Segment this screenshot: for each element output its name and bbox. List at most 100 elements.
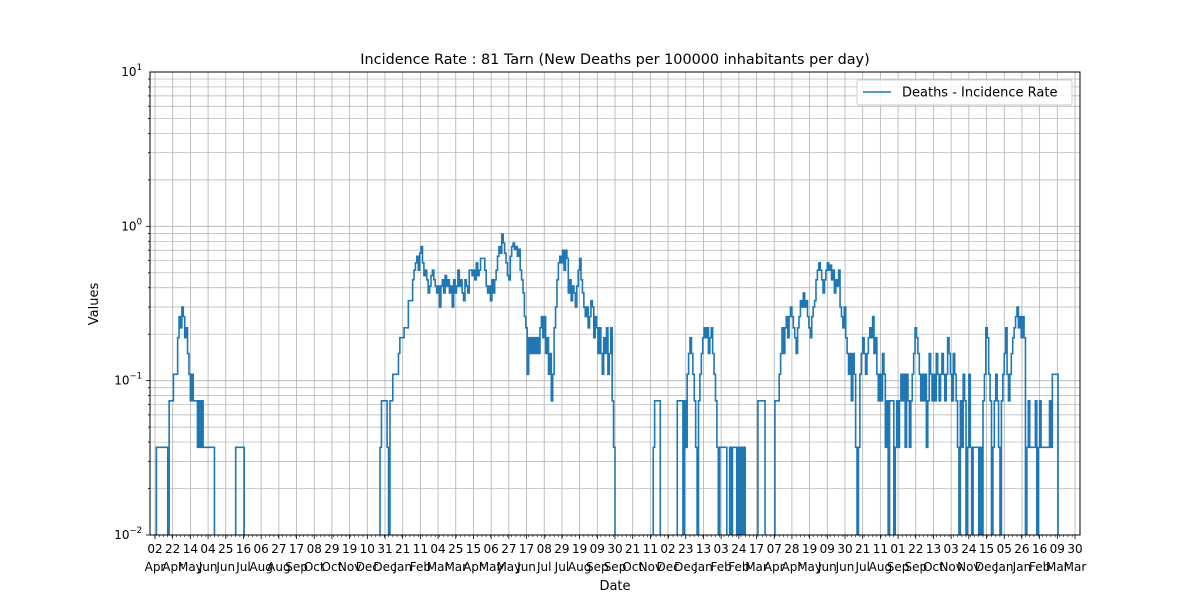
x-tick-month-label: Feb (410, 560, 431, 574)
x-tick-day-label: 11 (873, 542, 888, 556)
x-tick-day-label: 04 (200, 542, 215, 556)
x-tick-month-label: Jun (516, 560, 536, 574)
x-tick-month-label: Jan (1012, 560, 1032, 574)
x-tick-day-label: 16 (236, 542, 251, 556)
x-tick-day-label: 04 (430, 542, 445, 556)
x-tick-day-label: 28 (784, 542, 799, 556)
x-tick-month-label: Jan (392, 560, 412, 574)
x-tick-month-label: Feb (711, 560, 732, 574)
x-tick-day-label: 29 (324, 542, 339, 556)
x-tick-month-label: Jun (817, 560, 837, 574)
x-tick-day-label: 11 (413, 542, 428, 556)
x-tick-month-label: Oct (622, 560, 643, 574)
y-tick-label: 10−2 (114, 526, 142, 542)
x-tick-day-label: 22 (165, 542, 180, 556)
x-axis: 02Apr22Apr14May04Jun25Jun16Jul06Aug27Aug… (145, 535, 1087, 574)
x-tick-month-label: Dec (656, 560, 679, 574)
x-tick-day-label: 06 (484, 542, 499, 556)
x-tick-month-label: May (178, 560, 203, 574)
x-tick-day-label: 30 (837, 542, 852, 556)
x-tick-day-label: 16 (1032, 542, 1047, 556)
x-tick-day-label: 09 (820, 542, 835, 556)
x-tick-day-label: 21 (625, 542, 640, 556)
x-tick-day-label: 13 (696, 542, 711, 556)
x-tick-day-label: 09 (1050, 542, 1065, 556)
x-tick-day-label: 26 (1014, 542, 1029, 556)
chart-title: Incidence Rate : 81 Tarn (New Deaths per… (360, 52, 869, 68)
x-tick-month-label: Aug (267, 560, 290, 574)
x-tick-month-label: Apr (782, 560, 803, 574)
x-tick-month-label: Dec (674, 560, 697, 574)
x-tick-month-label: Apr (764, 560, 785, 574)
x-tick-month-label: Mar (1064, 560, 1087, 574)
x-tick-month-label: Nov (338, 560, 361, 574)
x-tick-day-label: 05 (997, 542, 1012, 556)
x-tick-day-label: 15 (466, 542, 481, 556)
x-tick-day-label: 21 (855, 542, 870, 556)
x-tick-month-label: Mar (444, 560, 467, 574)
x-tick-month-label: Sep (285, 560, 308, 574)
x-tick-month-label: Jun (215, 560, 235, 574)
x-tick-month-label: Nov (639, 560, 662, 574)
x-tick-day-label: 02 (660, 542, 675, 556)
x-tick-day-label: 21 (395, 542, 410, 556)
series-layer (155, 233, 1059, 535)
y-tick-label: 100 (121, 217, 142, 233)
grid (150, 72, 1080, 536)
x-tick-month-label: Mar (427, 560, 450, 574)
x-tick-day-label: 27 (501, 542, 516, 556)
x-tick-day-label: 24 (731, 542, 746, 556)
x-tick-month-label: May (797, 560, 822, 574)
x-tick-month-label: Jul (854, 560, 869, 574)
x-tick-day-label: 07 (767, 542, 782, 556)
x-tick-month-label: Feb (728, 560, 749, 574)
legend[interactable]: Deaths - Incidence Rate (856, 79, 1073, 106)
y-axis: 10−2 10−1 100 101 (114, 63, 150, 542)
x-tick-month-label: Sep (904, 560, 927, 574)
x-tick-day-label: 25 (448, 542, 463, 556)
x-tick-day-label: 30 (607, 542, 622, 556)
x-tick-day-label: 14 (183, 542, 198, 556)
x-tick-month-label: Oct (304, 560, 325, 574)
x-tick-month-label: May (496, 560, 521, 574)
x-tick-month-label: Apr (463, 560, 484, 574)
x-tick-month-label: Mar (745, 560, 768, 574)
x-tick-month-label: Sep (586, 560, 609, 574)
x-tick-day-label: 22 (908, 542, 923, 556)
x-tick-month-label: Mar (1046, 560, 1069, 574)
y-axis-label: Values (87, 283, 102, 326)
x-tick-month-label: Jul (554, 560, 569, 574)
x-tick-day-label: 17 (749, 542, 764, 556)
x-tick-month-label: Nov (939, 560, 962, 574)
x-tick-day-label: 06 (254, 542, 269, 556)
x-tick-day-label: 31 (377, 542, 392, 556)
x-tick-day-label: 03 (714, 542, 729, 556)
x-tick-day-label: 11 (643, 542, 658, 556)
x-tick-day-label: 09 (590, 542, 605, 556)
x-tick-day-label: 27 (271, 542, 286, 556)
x-tick-month-label: Dec (373, 560, 396, 574)
x-tick-day-label: 13 (926, 542, 941, 556)
x-tick-day-label: 17 (519, 542, 534, 556)
x-tick-day-label: 25 (218, 542, 233, 556)
legend-label: Deaths - Incidence Rate (902, 86, 1057, 101)
x-tick-day-label: 15 (979, 542, 994, 556)
legend-box (856, 79, 1073, 106)
y-tick-label: 10−1 (114, 372, 142, 388)
x-tick-month-label: Aug (249, 560, 272, 574)
x-tick-month-label: Aug (568, 560, 591, 574)
x-tick-month-label: Dec (975, 560, 998, 574)
x-tick-day-label: 10 (360, 542, 375, 556)
x-tick-day-label: 01 (890, 542, 905, 556)
x-tick-month-label: Aug (869, 560, 892, 574)
x-tick-month-label: Oct (322, 560, 343, 574)
x-tick-month-label: Jan (994, 560, 1014, 574)
series-line-deaths-incidence-rate (155, 233, 1059, 535)
x-tick-day-label: 24 (961, 542, 976, 556)
x-tick-day-label: 30 (1067, 542, 1082, 556)
x-tick-day-label: 08 (307, 542, 322, 556)
x-tick-day-label: 17 (289, 542, 304, 556)
x-tick-month-label: Jan (693, 560, 713, 574)
